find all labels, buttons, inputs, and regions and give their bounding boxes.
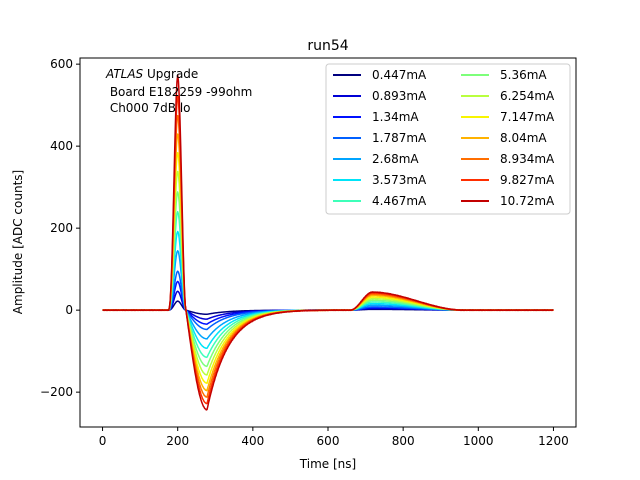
y-tick-label: 0 (65, 303, 73, 317)
legend-label: 7.147mA (500, 110, 555, 124)
y-tick-label: 200 (50, 221, 73, 235)
legend-label: 6.254mA (500, 89, 555, 103)
annotation-italic: ATLAS (105, 67, 144, 81)
legend-label: 4.467mA (372, 194, 427, 208)
legend-label: 2.68mA (372, 152, 419, 166)
legend-label: 10.72mA (500, 194, 555, 208)
y-tick-label: 600 (50, 57, 73, 71)
legend-label: 0.893mA (372, 89, 427, 103)
annotation-line-2: Board E182259 -99ohm (106, 85, 252, 99)
series-line-10.72mA (102, 74, 554, 411)
x-axis-label: Time [ns] (299, 457, 356, 471)
x-tick-label: 600 (317, 434, 340, 448)
legend: 0.447mA 0.893mA 1.34mA 1.787mA 2.68mA 3.573mA… (325, 63, 571, 215)
annotation-line-1-rest: Upgrade (143, 67, 198, 81)
y-tick-label: −200 (40, 385, 73, 399)
x-tick-label: 1200 (538, 434, 569, 448)
x-tick-label: 400 (241, 434, 264, 448)
legend-label: 8.934mA (500, 152, 555, 166)
annotation-line-1: ATLAS Upgrade (105, 67, 198, 81)
annotation-line-3: Ch000 7dB lo (106, 101, 191, 115)
legend-label: 9.827mA (500, 173, 555, 187)
atlas-annotation: ATLAS Upgrade Board E182259 -99ohm Ch000… (105, 67, 252, 115)
legend-label: 8.04mA (500, 131, 547, 145)
y-tick-label: 400 (50, 139, 73, 153)
legend-label: 3.573mA (372, 173, 427, 187)
y-axis-label: Amplitude [ADC counts] (11, 170, 25, 314)
x-tick-label: 800 (392, 434, 415, 448)
legend-label: 0.447mA (372, 68, 427, 82)
legend-label: 1.34mA (372, 110, 419, 124)
y-axis-ticks: −200 0 200 400 600 (40, 57, 80, 399)
legend-label: 1.787mA (372, 131, 427, 145)
legend-label: 5.36mA (500, 68, 547, 82)
legend-frame (325, 63, 571, 215)
x-tick-label: 1000 (463, 434, 494, 448)
plot-series (102, 74, 554, 411)
chart-title: run54 (307, 38, 348, 54)
x-tick-label: 200 (166, 434, 189, 448)
x-axis-ticks: 0 200 400 600 800 1000 1200 (99, 427, 569, 448)
x-tick-label: 0 (99, 434, 107, 448)
